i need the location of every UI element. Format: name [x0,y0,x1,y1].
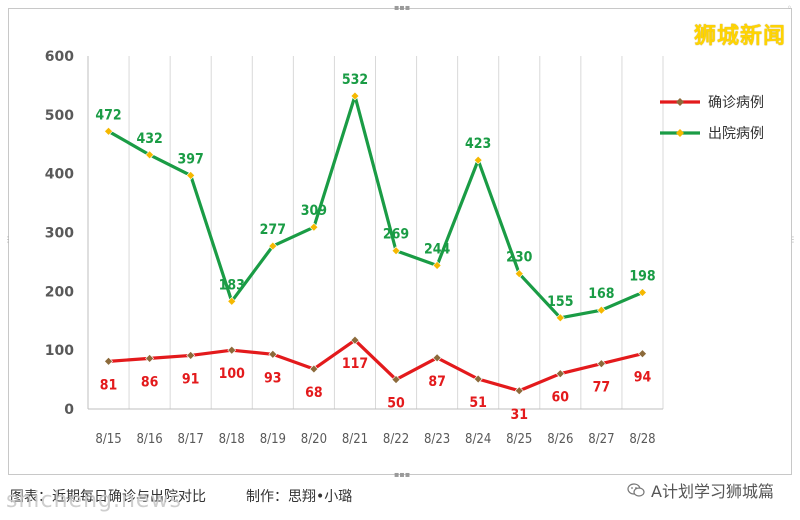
y-tick-label: 0 [64,402,74,418]
resize-handle-top[interactable]: ▪▪▪ [394,3,411,12]
discharged-data-point [268,241,278,251]
discharged-data-label: 532 [342,72,368,88]
discharged-data-label: 183 [219,277,245,293]
discharged-data-point [227,296,237,306]
confirmed-data-point [268,349,278,359]
confirmed-data-label: 93 [264,370,282,386]
wechat-account: A计划学习狮城篇 [627,478,774,502]
discharged-data-point [473,155,483,165]
confirmed-data-label: 87 [428,374,446,390]
confirmed-data-label: 86 [141,374,159,390]
discharged-data-point [596,305,606,315]
chart-frame [8,8,792,475]
confirmed-data-point [514,386,524,396]
y-tick-label: 400 [45,167,74,183]
discharged-data-label: 397 [178,151,204,167]
discharged-data-label: 309 [301,203,327,219]
x-tick-label: 8/16 [136,432,162,447]
confirmed-data-label: 31 [510,407,528,423]
figure-caption: 图表：近期每日确诊与出院对比 制作：思翔•小璐 [10,486,352,506]
x-tick-label: 8/27 [588,432,614,447]
x-tick-label: 8/24 [465,432,491,447]
discharged-data-point [432,261,442,270]
x-tick-label: 8/21 [342,432,368,447]
confirmed-data-label: 60 [552,390,570,406]
confirmed-data-point [227,345,237,355]
discharged-data-point [309,222,319,232]
confirmed-data-point [473,374,483,384]
discharged-data-label: 168 [588,286,614,302]
legend-entry: 出院病例 [708,126,764,142]
watermark: shicheng.news [6,488,182,513]
confirmed-data-label: 51 [469,395,487,411]
discharged-data-label: 230 [506,250,533,266]
x-tick-label: 8/28 [629,432,655,447]
discharged-data-label: 277 [260,222,286,238]
x-tick-label: 8/20 [301,432,327,447]
discharged-data-label: 155 [547,294,573,310]
discharged-data-point [186,171,196,180]
discharged-data-point [514,269,524,279]
discharged-data-point [104,126,113,136]
discharged-data-label: 269 [383,227,409,243]
x-tick-label: 8/26 [547,432,573,447]
x-tick-label: 8/23 [424,432,450,447]
confirmed-data-point [638,349,647,359]
x-tick-label: 8/25 [506,432,532,447]
confirmed-data-point [104,356,113,366]
discharged-data-point [350,91,360,101]
confirmed-data-point [391,375,401,385]
confirmed-data-point [555,369,565,379]
legend-swatch-marker [676,129,684,137]
confirmed-data-point [186,351,196,360]
discharged-data-point [145,150,155,160]
confirmed-data-label: 81 [100,377,118,393]
discharged-data-point [391,246,401,256]
x-tick-label: 8/18 [219,432,245,447]
discharged-data-label: 198 [629,269,655,285]
confirmed-data-label: 100 [219,366,246,382]
resize-handle-left[interactable]: ⋮ [4,235,12,244]
confirmed-data-point [145,353,155,363]
confirmed-series-line [108,338,643,393]
brand-logo: 狮城新闻 [693,24,786,49]
x-tick-label: 8/15 [95,432,121,447]
resize-handle-bottom[interactable]: ▪▪▪ [394,470,411,479]
confirmed-data-point [596,359,606,369]
confirmed-data-label: 91 [182,371,200,387]
confirmed-data-point [432,353,442,363]
confirmed-data-label: 117 [342,356,368,372]
legend-swatch-marker [676,98,684,106]
y-tick-label: 600 [45,49,74,65]
y-tick-label: 200 [45,284,74,300]
x-tick-label: 8/22 [383,432,409,447]
discharged-data-label: 432 [136,131,162,147]
confirmed-data-label: 68 [305,385,323,401]
confirmed-data-label: 94 [634,370,652,386]
discharged-data-label: 423 [465,136,491,152]
y-tick-label: 100 [45,343,74,359]
legend-entry: 确诊病例 [708,95,764,111]
x-tick-label: 8/17 [178,432,204,447]
confirmed-data-label: 77 [593,380,611,396]
discharged-data-label: 472 [95,107,121,123]
credit-text: 制作：思翔•小璐 [246,489,353,505]
resize-handle-right[interactable]: ⋮ [789,235,797,244]
x-tick-label: 8/19 [260,432,286,447]
confirmed-data-point [350,335,360,345]
discharged-data-label: 244 [424,241,451,257]
discharged-series-line [107,94,644,320]
caption-text: 图表：近期每日确诊与出院对比 [10,489,206,505]
discharged-data-point [638,288,647,297]
line-chart: 0 100 200 300 400 500 600 8/15 8/16 8/17 8/18 8/19 8… [45,49,764,447]
wechat-account-name: A计划学习狮城篇 [651,482,774,501]
confirmed-data-label: 50 [387,396,405,412]
y-tick-label: 500 [45,108,74,124]
confirmed-data-point [309,364,319,374]
discharged-data-point [555,313,565,323]
y-tick-label: 300 [45,226,74,242]
resize-handle-top-right[interactable]: ◦ [787,3,792,12]
wechat-icon [627,483,645,497]
